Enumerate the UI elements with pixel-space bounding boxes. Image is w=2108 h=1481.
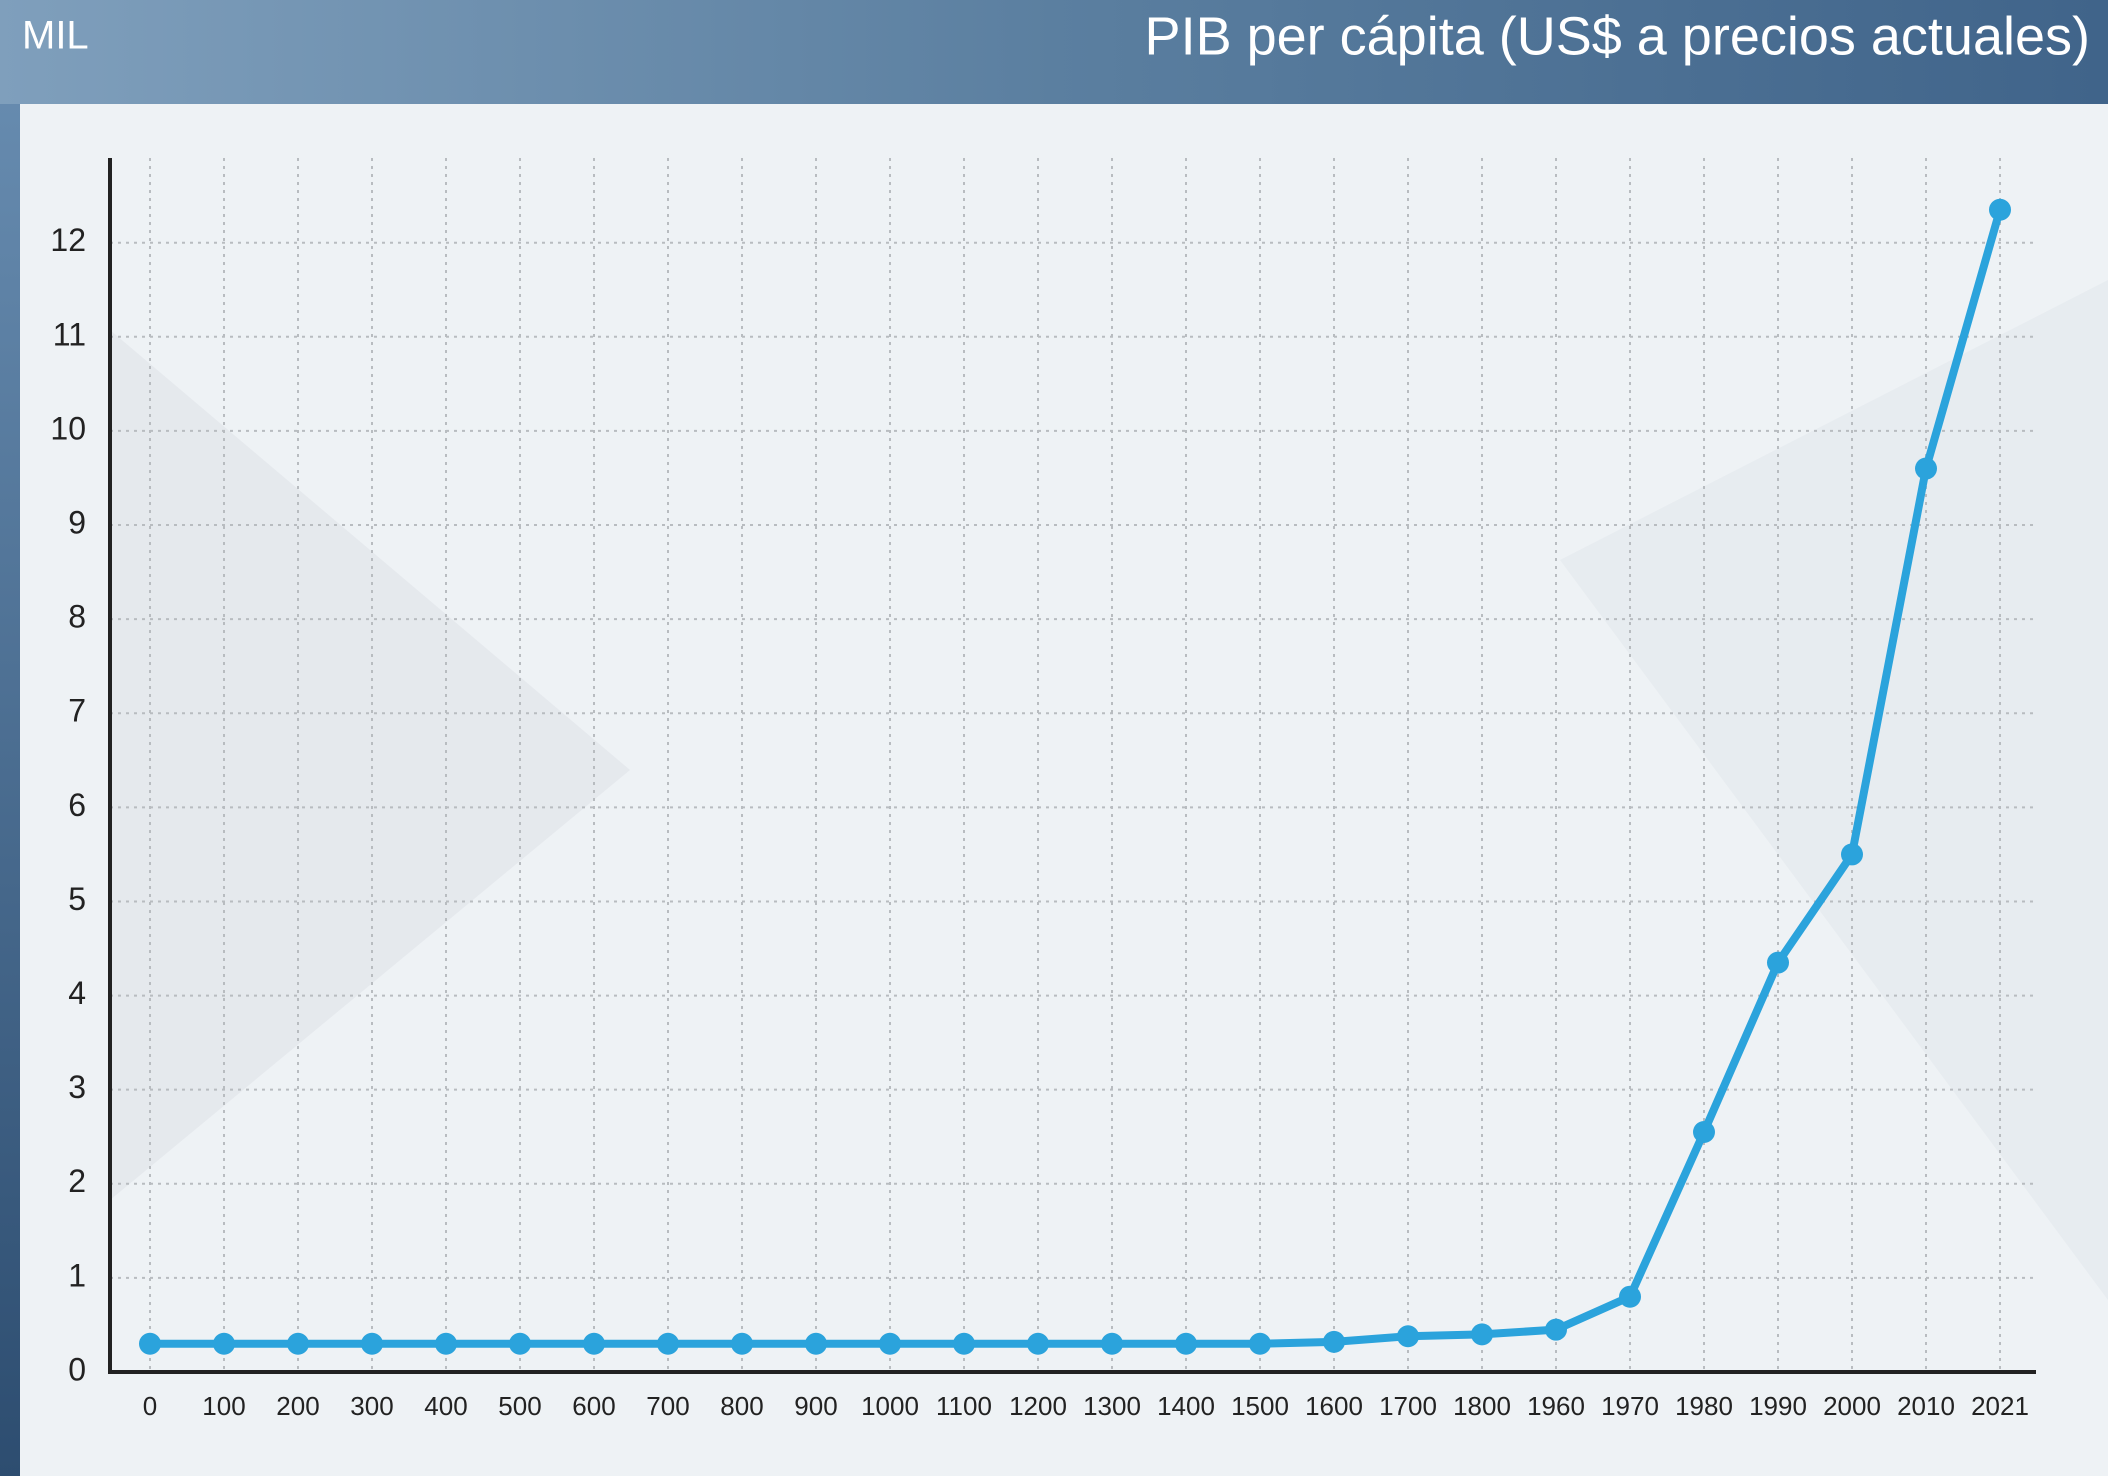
data-point: [1471, 1323, 1493, 1346]
data-point: [1323, 1330, 1345, 1353]
header: [0, 0, 2108, 104]
x-tick-label: 1970: [1601, 1391, 1659, 1421]
data-point: [657, 1332, 679, 1355]
y-tick-label: 10: [50, 410, 86, 446]
data-point: [1397, 1325, 1419, 1348]
x-tick-label: 200: [276, 1391, 319, 1421]
x-tick-label: 600: [572, 1391, 615, 1421]
decoration: [110, 330, 630, 1200]
data-point: [1767, 951, 1789, 974]
data-point: [1619, 1285, 1641, 1308]
chart-title: PIB per cápita (US$ a precios actuales): [1145, 6, 2090, 66]
x-tick-label: 1200: [1009, 1391, 1067, 1421]
x-tick-label: 1300: [1083, 1391, 1141, 1421]
data-point: [139, 1332, 161, 1355]
data-point: [953, 1332, 975, 1355]
x-tick-label: 1500: [1231, 1391, 1289, 1421]
x-tick-label: 1600: [1305, 1391, 1363, 1421]
data-point: [1915, 457, 1937, 480]
x-tick-label: 1400: [1157, 1391, 1215, 1421]
x-tick-label: 1800: [1453, 1391, 1511, 1421]
data-point: [1841, 843, 1863, 866]
y-axis-unit: MIL: [22, 14, 89, 58]
data-point: [1249, 1332, 1271, 1355]
x-tick-label: 700: [646, 1391, 689, 1421]
decoration: [1560, 280, 2108, 1300]
x-tick-label: 2010: [1897, 1391, 1955, 1421]
x-tick-label: 300: [350, 1391, 393, 1421]
x-tick-label: 2000: [1823, 1391, 1881, 1421]
data-point: [1101, 1332, 1123, 1355]
data-point: [731, 1332, 753, 1355]
y-tick-label: 7: [68, 693, 86, 729]
y-tick-label: 5: [68, 881, 86, 917]
data-point: [509, 1332, 531, 1355]
x-tick-label: 1100: [936, 1391, 992, 1421]
y-tick-label: 6: [68, 787, 86, 823]
x-tick-label: 800: [720, 1391, 763, 1421]
x-tick-label: 400: [424, 1391, 467, 1421]
y-tick-label: 3: [68, 1069, 86, 1105]
data-point: [213, 1332, 235, 1355]
x-tick-label: 900: [794, 1391, 837, 1421]
data-point: [361, 1332, 383, 1355]
y-tick-label: 0: [68, 1351, 86, 1387]
x-tick-label: 1990: [1749, 1391, 1807, 1421]
y-tick-label: 9: [68, 504, 86, 540]
x-tick-label: 1700: [1379, 1391, 1437, 1421]
x-tick-label: 1000: [861, 1391, 919, 1421]
x-tick-label: 100: [202, 1391, 245, 1421]
data-point: [435, 1332, 457, 1355]
x-tick-label: 0: [143, 1391, 157, 1421]
y-tick-label: 12: [50, 222, 86, 258]
data-point: [1989, 198, 2011, 221]
data-point: [879, 1332, 901, 1355]
x-tick-label: 500: [498, 1391, 541, 1421]
x-tick-label: 2021: [1971, 1391, 2029, 1421]
y-tick-label: 2: [68, 1163, 86, 1199]
data-line: [150, 208, 2004, 1348]
data-point: [1545, 1318, 1567, 1341]
x-tick-label: 1980: [1675, 1391, 1733, 1421]
x-tick-label: 1960: [1527, 1391, 1585, 1421]
data-point: [805, 1332, 827, 1355]
data-point: [583, 1332, 605, 1355]
y-tick-label: 4: [68, 975, 86, 1011]
data-point: [1693, 1121, 1715, 1144]
y-tick-label: 8: [68, 599, 86, 635]
data-point: [1175, 1332, 1197, 1355]
y-tick-label: 11: [53, 316, 86, 352]
data-point: [1027, 1332, 1049, 1355]
data-point: [287, 1332, 309, 1355]
y-tick-label: 1: [68, 1257, 86, 1293]
